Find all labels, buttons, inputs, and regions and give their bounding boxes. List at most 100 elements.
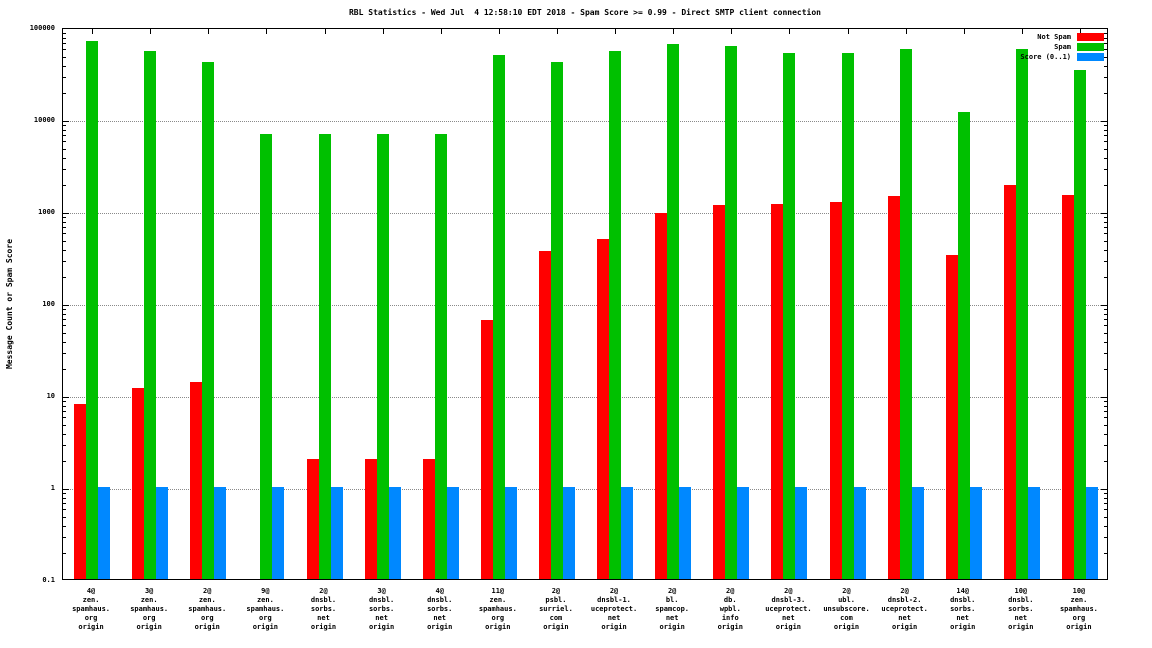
y-minor-tick-mark: [63, 353, 66, 355]
y-minor-tick-mark: [1104, 353, 1107, 355]
y-minor-tick-mark: [63, 148, 66, 150]
x-tick-mark: [92, 29, 94, 34]
gridline: [63, 121, 1107, 122]
bar-spam: [202, 61, 214, 579]
y-minor-tick-mark: [63, 129, 66, 131]
y-tick-mark: [1101, 213, 1107, 214]
y-minor-tick-mark: [63, 125, 66, 127]
y-minor-tick-mark: [1104, 461, 1107, 463]
gridline: [63, 489, 1107, 490]
x-tick-mark: [150, 29, 152, 34]
y-minor-tick-mark: [63, 56, 66, 58]
y-minor-tick-mark: [1104, 319, 1107, 321]
y-tick-label: 0.1: [42, 576, 55, 584]
x-tick-label: 14@ dnsbl. sorbs. net origin: [950, 587, 976, 631]
bar-not-spam: [771, 203, 783, 579]
legend-swatch-spam: [1077, 43, 1104, 51]
y-minor-tick-mark: [63, 325, 66, 327]
legend-label-not-spam: Not Spam: [1037, 33, 1071, 41]
y-minor-tick-mark: [1104, 497, 1107, 499]
bar-not-spam: [365, 459, 377, 579]
x-tick-mark: [498, 29, 500, 34]
bar-not-spam: [946, 255, 958, 579]
x-tick-label: 2@ ubl. unsubscore. com origin: [823, 587, 870, 631]
bar-not-spam: [481, 319, 493, 579]
bar-score-0-1: [970, 487, 982, 579]
y-tick-mark: [63, 489, 69, 490]
y-minor-tick-mark: [63, 233, 66, 235]
y-minor-tick-mark: [63, 509, 66, 511]
x-tick-mark: [1021, 29, 1023, 34]
y-minor-tick-mark: [63, 537, 66, 539]
y-minor-tick-mark: [63, 77, 66, 79]
y-tick-label: 10: [46, 392, 55, 400]
chart-title: RBL Statistics - Wed Jul 4 12:58:10 EDT …: [348, 8, 821, 17]
x-tick-mark: [615, 29, 617, 34]
x-tick-mark: [382, 29, 384, 34]
y-minor-tick-mark: [63, 240, 66, 242]
gridline: [63, 305, 1107, 306]
y-minor-tick-mark: [63, 417, 66, 419]
bar-score-0-1: [505, 487, 517, 579]
y-tick-mark: [63, 213, 69, 214]
gridline: [63, 397, 1107, 398]
bar-score-0-1: [272, 487, 284, 579]
y-minor-tick-mark: [1104, 525, 1107, 527]
plot-area: Not Spam Spam Score (0..1): [62, 28, 1108, 580]
y-minor-tick-mark: [1104, 221, 1107, 223]
y-tick-mark: [1101, 121, 1107, 122]
y-minor-tick-mark: [1104, 37, 1107, 39]
bar-spam: [1074, 70, 1086, 579]
y-minor-tick-mark: [63, 135, 66, 137]
bar-score-0-1: [854, 487, 866, 579]
y-minor-tick-mark: [63, 249, 66, 251]
bar-not-spam: [190, 381, 202, 579]
y-minor-tick-mark: [63, 525, 66, 527]
bar-not-spam: [74, 403, 86, 579]
y-minor-tick-mark: [1104, 401, 1107, 403]
y-minor-tick-mark: [1104, 169, 1107, 171]
y-minor-tick-mark: [63, 43, 66, 45]
y-tick-mark: [63, 397, 69, 398]
y-minor-tick-mark: [1104, 43, 1107, 45]
bar-score-0-1: [389, 487, 401, 579]
x-tick-mark: [440, 29, 442, 34]
y-minor-tick-mark: [63, 309, 66, 311]
y-minor-tick-mark: [63, 141, 66, 143]
x-tick-mark: [789, 29, 791, 34]
y-minor-tick-mark: [63, 169, 66, 171]
x-tick-label: 10@ dnsbl. sorbs. net origin: [1008, 587, 1034, 631]
bar-spam: [144, 50, 156, 579]
x-tick-mark: [324, 29, 326, 34]
y-tick-mark: [1101, 397, 1107, 398]
y-tick-mark: [63, 305, 69, 306]
y-minor-tick-mark: [1104, 33, 1107, 35]
y-minor-tick-mark: [63, 405, 66, 407]
bar-not-spam: [1004, 185, 1016, 579]
y-minor-tick-mark: [1104, 493, 1107, 495]
x-tick-mark: [963, 29, 965, 34]
y-minor-tick-mark: [1104, 369, 1107, 371]
x-tick-label: 2@ db. wpbl. info origin: [717, 587, 743, 631]
y-minor-tick-mark: [63, 313, 66, 315]
y-minor-tick-mark: [1104, 277, 1107, 279]
y-minor-tick-mark: [1104, 77, 1107, 79]
x-tick-mark: [556, 29, 558, 34]
x-tick-mark: [673, 29, 675, 34]
bar-score-0-1: [1028, 487, 1040, 579]
x-tick-mark: [208, 29, 210, 34]
x-tick-label: 9@ zen. spamhaus. org origin: [246, 587, 285, 631]
y-minor-tick-mark: [1104, 417, 1107, 419]
x-tick-label: 2@ zen. spamhaus. org origin: [188, 587, 227, 631]
y-minor-tick-mark: [1104, 332, 1107, 334]
bar-score-0-1: [621, 487, 633, 579]
y-minor-tick-mark: [1104, 433, 1107, 435]
y-minor-tick-mark: [1104, 261, 1107, 263]
bar-not-spam: [830, 202, 842, 579]
y-minor-tick-mark: [63, 65, 66, 67]
y-minor-tick-mark: [63, 37, 66, 39]
y-minor-tick-mark: [1104, 135, 1107, 137]
y-minor-tick-mark: [1104, 125, 1107, 127]
y-minor-tick-mark: [63, 401, 66, 403]
y-minor-tick-mark: [63, 433, 66, 435]
